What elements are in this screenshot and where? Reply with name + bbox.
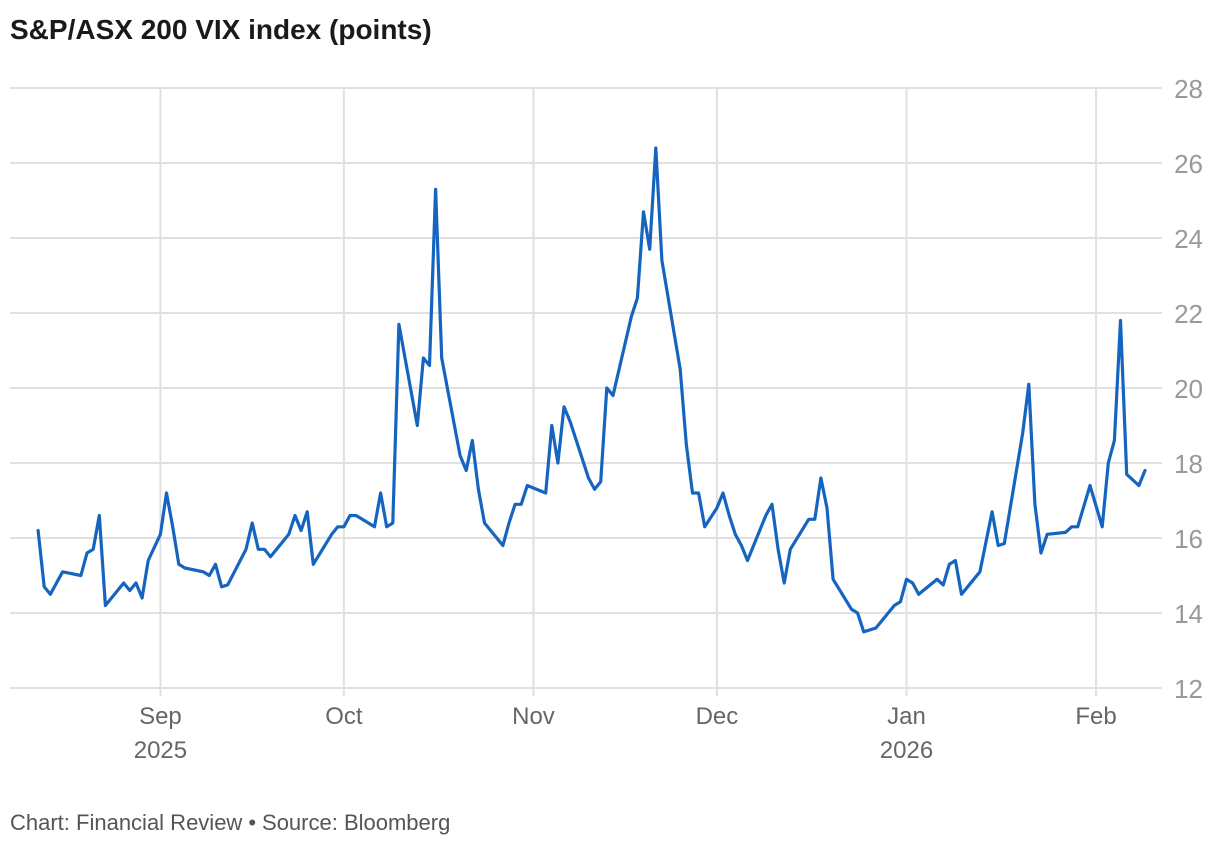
chart-credit: Chart: Financial Review: [10, 810, 243, 835]
chart-source: Source: Bloomberg: [262, 810, 451, 835]
x-tick-label: Nov: [512, 703, 555, 730]
x-tick-label: Sep: [139, 703, 182, 730]
footer-separator: •: [248, 810, 257, 835]
series-line: [36, 146, 1147, 634]
gridlines: [10, 87, 1162, 696]
y-tick-label: 28: [1174, 74, 1203, 104]
y-tick-label: 16: [1174, 524, 1203, 554]
y-tick-label: 14: [1174, 599, 1203, 629]
y-tick-label: 20: [1174, 374, 1203, 404]
x-tick-label: Dec: [696, 703, 739, 730]
chart-footer: Chart: Financial Review • Source: Bloomber…: [10, 810, 450, 836]
x-tick-label: Feb: [1075, 703, 1116, 730]
y-tick-label: 18: [1174, 449, 1203, 479]
series-layer: [36, 146, 1147, 634]
x-tick-year-label: 2026: [880, 737, 933, 764]
y-axis-ticks: 12 14 16 18 20 22 24 26 28: [1174, 74, 1203, 704]
x-tick-year-label: 2025: [134, 737, 187, 764]
x-axis-ticks: Sep 2025 Oct Nov Dec Jan 2026 Feb: [134, 703, 1117, 764]
y-tick-label: 24: [1174, 224, 1203, 254]
chart-title: S&P/ASX 200 VIX index (points): [10, 14, 432, 45]
x-tick-label: Jan: [887, 703, 926, 730]
y-tick-label: 22: [1174, 299, 1203, 329]
y-tick-label: 12: [1174, 674, 1203, 704]
x-tick-label: Oct: [325, 703, 363, 730]
y-tick-label: 26: [1174, 149, 1203, 179]
